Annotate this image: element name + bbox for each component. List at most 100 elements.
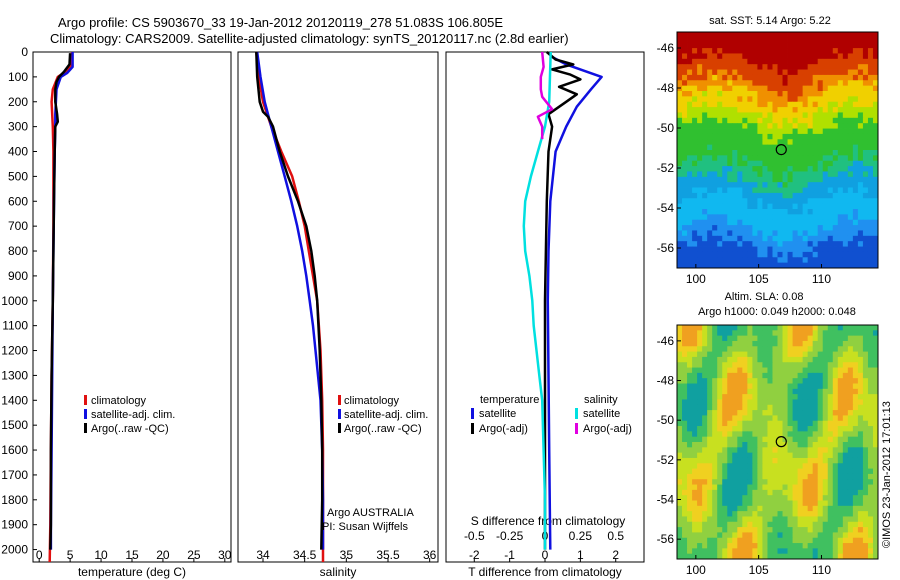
sla-map-cell: [737, 516, 743, 523]
sla-map-cell: [777, 457, 783, 464]
sla-map-cell: [692, 521, 698, 528]
sst-map-cell: [862, 37, 869, 44]
sst-map-cell: [777, 128, 783, 135]
sla-map-cell: [732, 383, 738, 390]
sst-map-cell: [697, 139, 703, 146]
sst-map-cell: [742, 182, 748, 188]
sla-map-cell: [697, 473, 703, 480]
sla-map-cell: [677, 325, 683, 331]
sla-map-cell: [722, 527, 728, 533]
sst-map-cell: [702, 80, 708, 87]
sla-map-cell: [697, 372, 703, 379]
sst-map-cell: [862, 133, 869, 140]
sst-map-cell: [852, 182, 859, 188]
sla-map-cell: [837, 500, 844, 507]
sla-map-cell: [687, 473, 693, 480]
depth-tick-label: 300: [8, 120, 28, 134]
sst-map-cell: [842, 209, 849, 215]
sst-map-cell: [712, 96, 718, 103]
sst-map-cell: [767, 262, 773, 269]
sst-map-cell: [812, 144, 819, 151]
sla-map-cell: [802, 420, 809, 427]
sst-map-cell: [762, 69, 768, 76]
sla-map-cell: [862, 378, 869, 384]
sla-map-cell: [727, 447, 733, 454]
sla-map-cell: [727, 457, 733, 464]
sst-map-cell: [787, 241, 793, 247]
sla-map-cell: [747, 372, 753, 379]
sla-map-cell: [817, 548, 824, 555]
sst-map-cell: [862, 96, 869, 103]
sst-map-cell: [807, 209, 814, 215]
sla-map-cell: [707, 426, 713, 432]
sla-map-cell: [812, 463, 819, 469]
sla-map-cell: [847, 420, 854, 427]
sla-map-cell: [782, 340, 788, 347]
temp-xtick-label: 10: [94, 548, 108, 562]
sla-map-cell: [732, 489, 738, 496]
sla-map-cell: [852, 447, 859, 454]
sla-map-cell: [822, 394, 829, 400]
sla-map-cell: [712, 468, 718, 475]
sla-map-cell: [757, 516, 763, 523]
sst-map-cell: [772, 37, 778, 44]
sst-map-cell: [702, 209, 708, 215]
sst-map-cell: [692, 32, 698, 38]
temp-xtick-label: 20: [156, 548, 170, 562]
sst-map-cell: [787, 262, 793, 269]
sst-map-cell: [872, 166, 879, 172]
sst-map-cell: [832, 64, 839, 70]
sla-map-cell: [787, 346, 793, 352]
sst-map-cell: [692, 192, 698, 199]
sla-map-cell: [872, 436, 879, 443]
sst-map-cell: [837, 182, 844, 188]
sst-map-cell: [692, 139, 698, 146]
sst-map-cell: [847, 192, 854, 199]
sla-map-cell: [692, 447, 698, 454]
sst-map-cell: [822, 112, 829, 119]
sst-map-cell: [772, 166, 778, 172]
sla-map-cell: [682, 516, 688, 523]
sla-map-cell: [702, 335, 708, 342]
sst-map-cell: [802, 176, 809, 183]
sla-map-cell: [862, 431, 869, 438]
sla-map-cell: [737, 372, 743, 379]
sla-map-cell: [677, 335, 683, 342]
sst-map-cell: [797, 91, 804, 97]
sla-map-cell: [802, 489, 809, 496]
sla-map-cell: [767, 372, 773, 379]
sst-map-cell: [702, 96, 708, 103]
sla-map-cell: [832, 463, 839, 469]
sst-map-cell: [757, 160, 763, 167]
sla-map-cell: [802, 511, 809, 517]
sst-map-cell: [787, 32, 793, 38]
sla-map-cell: [767, 527, 773, 533]
sla-map-cell: [717, 511, 723, 517]
sst-map-cell: [752, 85, 758, 92]
sst-map-cell: [677, 235, 683, 242]
sst-map-cell: [772, 48, 778, 54]
sst-map-cell: [702, 53, 708, 60]
sla-map-cell: [857, 457, 864, 464]
sla-map-cell: [747, 340, 753, 347]
sst-map-cell: [772, 53, 778, 60]
sla-map-cell: [857, 495, 864, 501]
sst-map-cell: [677, 203, 683, 210]
sst-map-cell: [727, 166, 733, 172]
sla-map-cell: [802, 404, 809, 411]
sst-map-cell: [807, 69, 814, 76]
sst-map-cell: [762, 251, 768, 258]
sst-map-cell: [792, 133, 799, 140]
sla-map-cell: [717, 479, 723, 485]
sla-map-cell: [777, 532, 783, 539]
sst-map-cell: [862, 155, 869, 162]
sla-map-cell: [677, 495, 683, 501]
sst-map-cell: [742, 74, 748, 81]
sla-map-cell: [737, 527, 743, 533]
sla-map-cell: [817, 383, 824, 390]
sst-map-cell: [702, 155, 708, 162]
sla-map-cell: [822, 388, 829, 395]
sst-map-cell: [802, 155, 809, 162]
sla-map-cell: [772, 473, 778, 480]
sla-map-cell: [812, 532, 819, 539]
